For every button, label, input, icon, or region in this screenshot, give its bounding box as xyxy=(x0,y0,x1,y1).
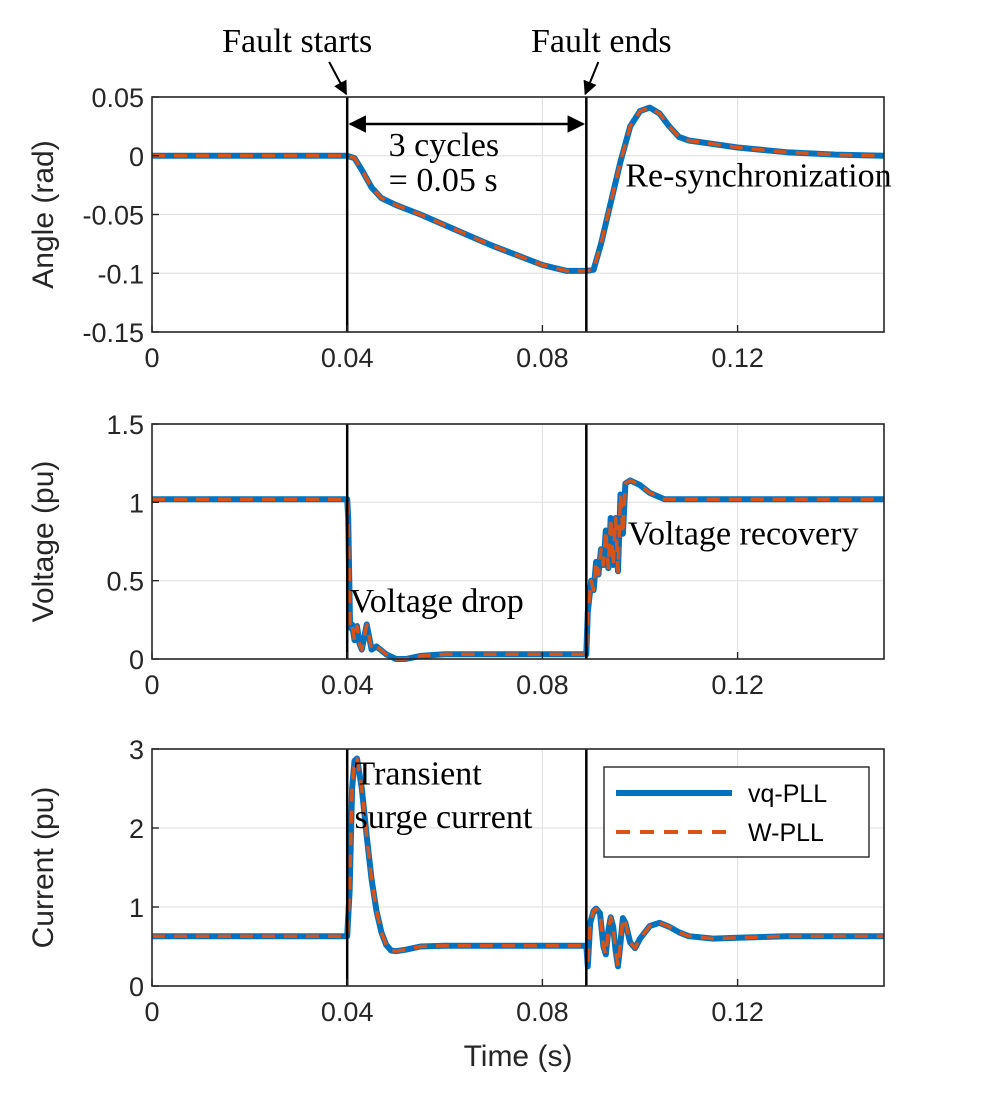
y-tick-label: 0.5 xyxy=(106,567,144,597)
y-tick-label: 2 xyxy=(129,814,144,844)
fault-pointer-arrow xyxy=(583,61,600,96)
axes-box xyxy=(151,748,885,987)
panel-1: 0 0.04 0.08 0.12 -0.15 -0.1 -0.05 0 0.05 Angle (r… xyxy=(27,83,892,373)
annotation: Re-synchronization xyxy=(625,157,891,194)
x-tick-label: 0.04 xyxy=(321,670,374,700)
annotation: surge current xyxy=(355,799,533,836)
x-tick-label: 0.08 xyxy=(516,343,569,373)
y-tick-label: 1 xyxy=(129,488,144,518)
x-tick-label: 0.04 xyxy=(321,997,374,1027)
x-tick-label: 0.08 xyxy=(516,997,569,1027)
fault-starts-label: Fault starts xyxy=(222,23,372,60)
annotation: = 0.05 s xyxy=(389,162,498,199)
annotation: Voltage recovery xyxy=(628,516,859,553)
y-tick-label: 1.5 xyxy=(106,410,144,440)
legend-box xyxy=(603,766,870,858)
fault-pointer-arrow xyxy=(328,61,348,96)
x-tick-label: 0.08 xyxy=(516,670,569,700)
y-axis-label: Voltage (pu) xyxy=(27,461,60,623)
y-tick-label: 0 xyxy=(129,972,144,1002)
y-axis-label: Angle (rad) xyxy=(27,140,60,288)
annotation: Voltage drop xyxy=(350,583,524,620)
x-tick-label: 0 xyxy=(144,997,159,1027)
y-tick-label: 0.05 xyxy=(91,83,144,113)
y-tick-label: 3 xyxy=(129,735,144,765)
x-tick-label: 0 xyxy=(144,343,159,373)
legend-label-w-pll: W-PLL xyxy=(748,819,824,847)
x-tick-label: 0.12 xyxy=(711,343,764,373)
axes-box xyxy=(151,423,885,660)
y-tick-label: -0.15 xyxy=(82,318,144,348)
y-axis-label: Current (pu) xyxy=(27,787,60,949)
y-tick-label: 0 xyxy=(129,142,144,172)
x-axis-label: Time (s) xyxy=(464,1040,573,1073)
series-line-w-pll xyxy=(152,756,884,969)
plot-area xyxy=(152,424,884,659)
fault-ends-label: Fault ends xyxy=(531,23,672,60)
series-line-w-pll xyxy=(152,478,884,661)
panel-2: 0 0.04 0.08 0.12 0 0.5 1 1.5 Voltage (pu) Voltage… xyxy=(27,410,885,700)
legend-label-vq-pll: vq-PLL xyxy=(748,780,827,808)
x-tick-label: 0.12 xyxy=(711,670,764,700)
annotation: Transient xyxy=(355,756,483,793)
x-tick-label: 0.04 xyxy=(321,343,374,373)
x-tick-label: 0.12 xyxy=(711,997,764,1027)
y-tick-label: 0 xyxy=(129,645,144,675)
legend: vq-PLL W-PLL xyxy=(603,766,870,858)
annotation: 3 cycles xyxy=(389,127,499,164)
series-line-w-pll xyxy=(152,105,885,273)
y-tick-label: -0.05 xyxy=(82,201,144,231)
y-tick-label: 1 xyxy=(129,893,144,923)
y-tick-label: -0.1 xyxy=(97,259,144,289)
x-tick-label: 0 xyxy=(144,670,159,700)
